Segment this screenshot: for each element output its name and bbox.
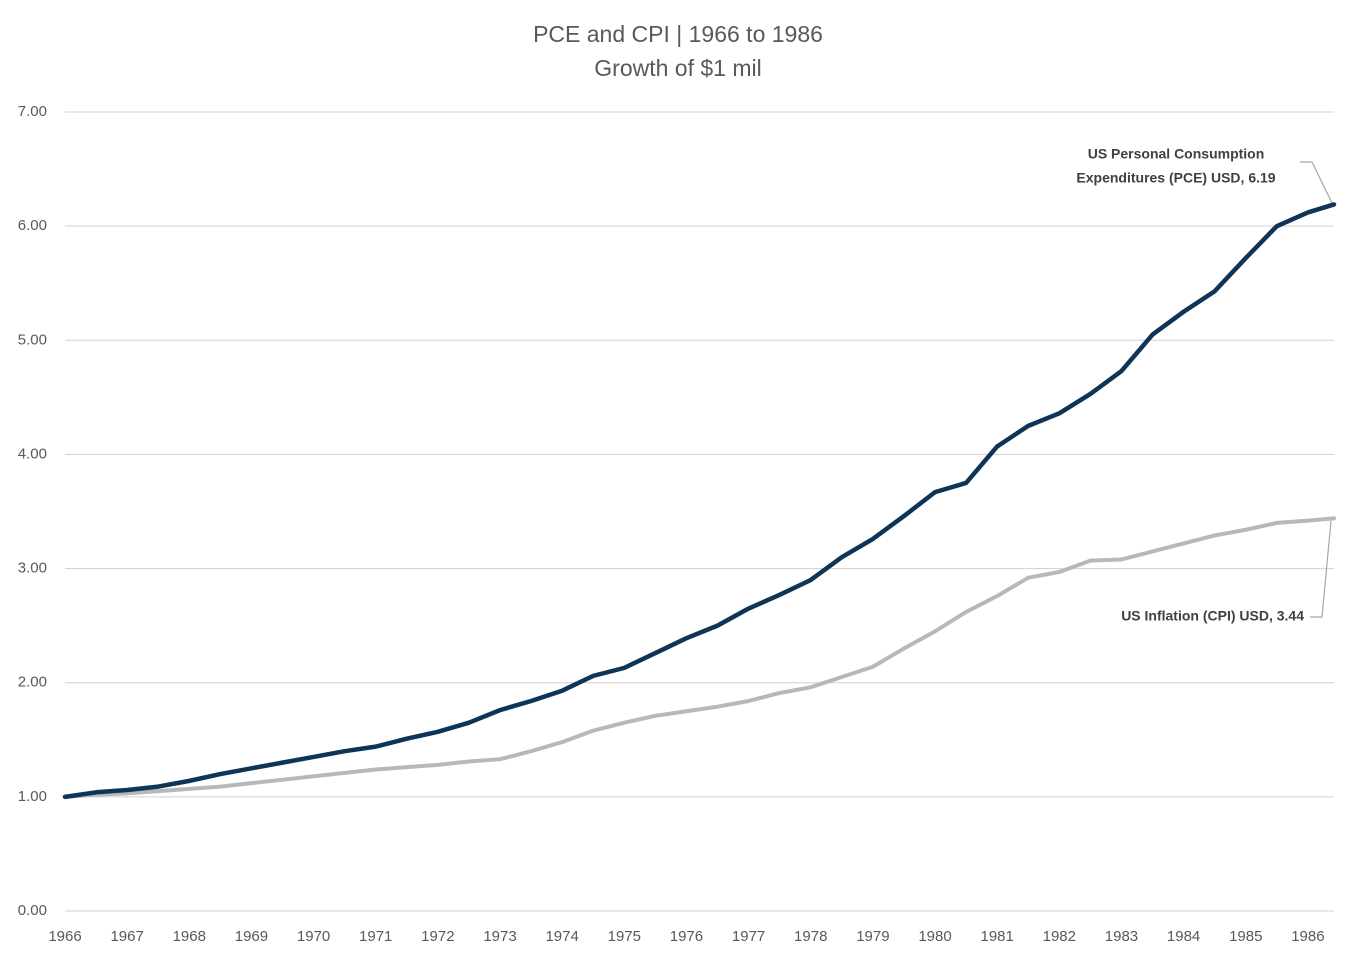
series-line bbox=[63, 516, 1336, 799]
annotation: US Personal Consumption bbox=[1088, 146, 1265, 162]
x-tick-label: 1980 bbox=[918, 928, 951, 945]
annotation: Expenditures (PCE) USD, 6.19 bbox=[1076, 170, 1275, 186]
x-tick-label: 1977 bbox=[732, 928, 765, 945]
x-tick-label: 1968 bbox=[173, 928, 206, 945]
chart-title: PCE and CPI | 1966 to 1986 bbox=[533, 21, 823, 47]
x-tick-label: 1973 bbox=[483, 928, 516, 945]
x-tick-label: 1972 bbox=[421, 928, 454, 945]
y-tick-label: 7.00 bbox=[18, 103, 47, 120]
x-tick-label: 1985 bbox=[1229, 928, 1262, 945]
y-tick-label: 2.00 bbox=[18, 674, 47, 691]
x-tick-label: 1986 bbox=[1291, 928, 1324, 945]
x-tick-label: 1976 bbox=[670, 928, 703, 945]
leader-line bbox=[1300, 161, 1333, 204]
x-tick-label: 1981 bbox=[980, 928, 1013, 945]
annotation: US Inflation (CPI) USD, 3.44 bbox=[1121, 608, 1304, 624]
x-tick-label: 1979 bbox=[856, 928, 889, 945]
chart-subtitle: Growth of $1 mil bbox=[594, 55, 761, 81]
x-tick-label: 1975 bbox=[608, 928, 641, 945]
x-tick-label: 1966 bbox=[48, 928, 81, 945]
series-line bbox=[62, 202, 1337, 800]
x-tick-label: 1984 bbox=[1167, 928, 1200, 945]
x-tick-label: 1969 bbox=[235, 928, 268, 945]
y-tick-label: 1.00 bbox=[18, 788, 47, 805]
x-tick-label: 1982 bbox=[1043, 928, 1076, 945]
x-tick-label: 1974 bbox=[545, 928, 578, 945]
leader-line bbox=[1310, 520, 1332, 618]
y-tick-label: 4.00 bbox=[18, 445, 47, 462]
x-tick-label: 1978 bbox=[794, 928, 827, 945]
y-tick-label: 3.00 bbox=[18, 560, 47, 577]
x-tick-label: 1971 bbox=[359, 928, 392, 945]
x-tick-label: 1967 bbox=[110, 928, 143, 945]
x-tick-label: 1983 bbox=[1105, 928, 1138, 945]
x-tick-label: 1970 bbox=[297, 928, 330, 945]
y-tick-label: 5.00 bbox=[18, 331, 47, 348]
y-tick-label: 0.00 bbox=[18, 902, 47, 919]
y-tick-label: 6.00 bbox=[18, 217, 47, 234]
